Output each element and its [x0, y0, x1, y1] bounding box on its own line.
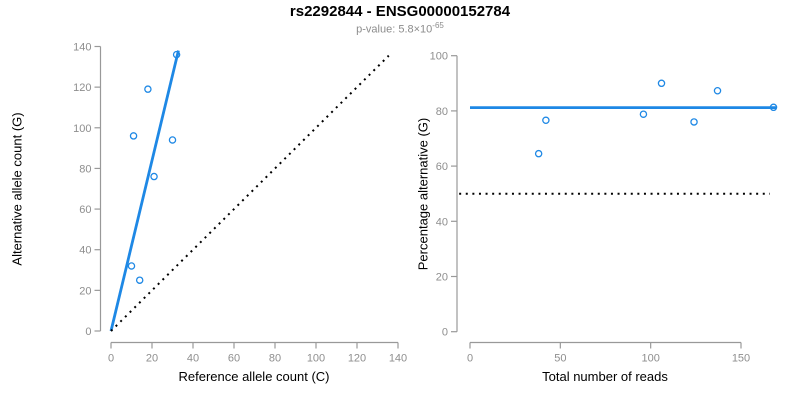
figure-title: rs2292844 - ENSG00000152784: [289, 3, 511, 20]
data-point: [534, 149, 543, 158]
x-tick-label: 50: [554, 353, 566, 365]
data-point: [150, 172, 158, 181]
x-tick-label: 100: [641, 353, 659, 365]
y-tick-label: 60: [79, 204, 91, 216]
fit-line: [109, 50, 180, 332]
y-tick-label: 140: [73, 42, 91, 54]
pvalue-exponent: -65: [432, 21, 444, 30]
x-tick-label: 20: [146, 353, 158, 365]
x-tick-label: 120: [348, 353, 366, 365]
y-tick-label: 20: [436, 272, 448, 284]
data-point: [657, 79, 666, 88]
x-tick-label: 140: [389, 353, 407, 365]
x-tick-label: 60: [228, 353, 240, 365]
identity-line: [110, 54, 390, 332]
data-point: [172, 50, 181, 59]
data-point: [168, 136, 177, 144]
y-tick-label: 0: [442, 327, 448, 339]
right-plot-xaxis-title: Total number of reads: [542, 369, 668, 384]
left-plot-xaxis-title: Reference allele count (C): [178, 369, 330, 384]
data-point: [713, 87, 722, 95]
data-point: [690, 118, 698, 126]
x-tick-label: 0: [108, 353, 114, 365]
data-point: [769, 103, 778, 112]
y-tick-label: 80: [436, 106, 448, 118]
y-tick-label: 60: [436, 161, 448, 173]
y-tick-label: 40: [436, 216, 448, 228]
pvalue-text: p-value: 5.8×10: [356, 23, 433, 36]
y-tick-label: 20: [79, 285, 91, 297]
allele-counts-scatter: 0 20 40 60 80 100 120 140 0 20 40 60 80 100 120 140: [73, 42, 407, 365]
x-tick-label: 150: [732, 353, 750, 365]
right-plot-yaxis-title: Percentage alternative (G): [415, 117, 431, 271]
percentage-alternative-scatter: 0 50 100 150 0 20 40 60 80 100: [430, 51, 778, 365]
data-point: [639, 110, 648, 118]
data-point: [129, 132, 138, 140]
x-tick-label: 40: [187, 353, 199, 365]
data-point: [135, 276, 144, 284]
y-tick-label: 100: [73, 123, 91, 135]
left-plot-yaxis-title: Alternative allele count (G): [9, 112, 25, 266]
y-tick-label: 100: [430, 51, 448, 63]
data-point: [127, 262, 136, 270]
y-tick-label: 120: [73, 82, 91, 94]
figure-subtitle: p-value: 5.8×10-65: [0, 21, 800, 36]
y-tick-label: 0: [85, 326, 91, 338]
data-point: [542, 116, 550, 125]
x-tick-label: 100: [307, 353, 325, 365]
x-tick-label: 0: [467, 353, 473, 365]
y-tick-label: 40: [79, 245, 91, 257]
y-tick-label: 80: [79, 163, 91, 175]
data-point: [144, 85, 152, 93]
x-tick-label: 80: [269, 353, 281, 365]
